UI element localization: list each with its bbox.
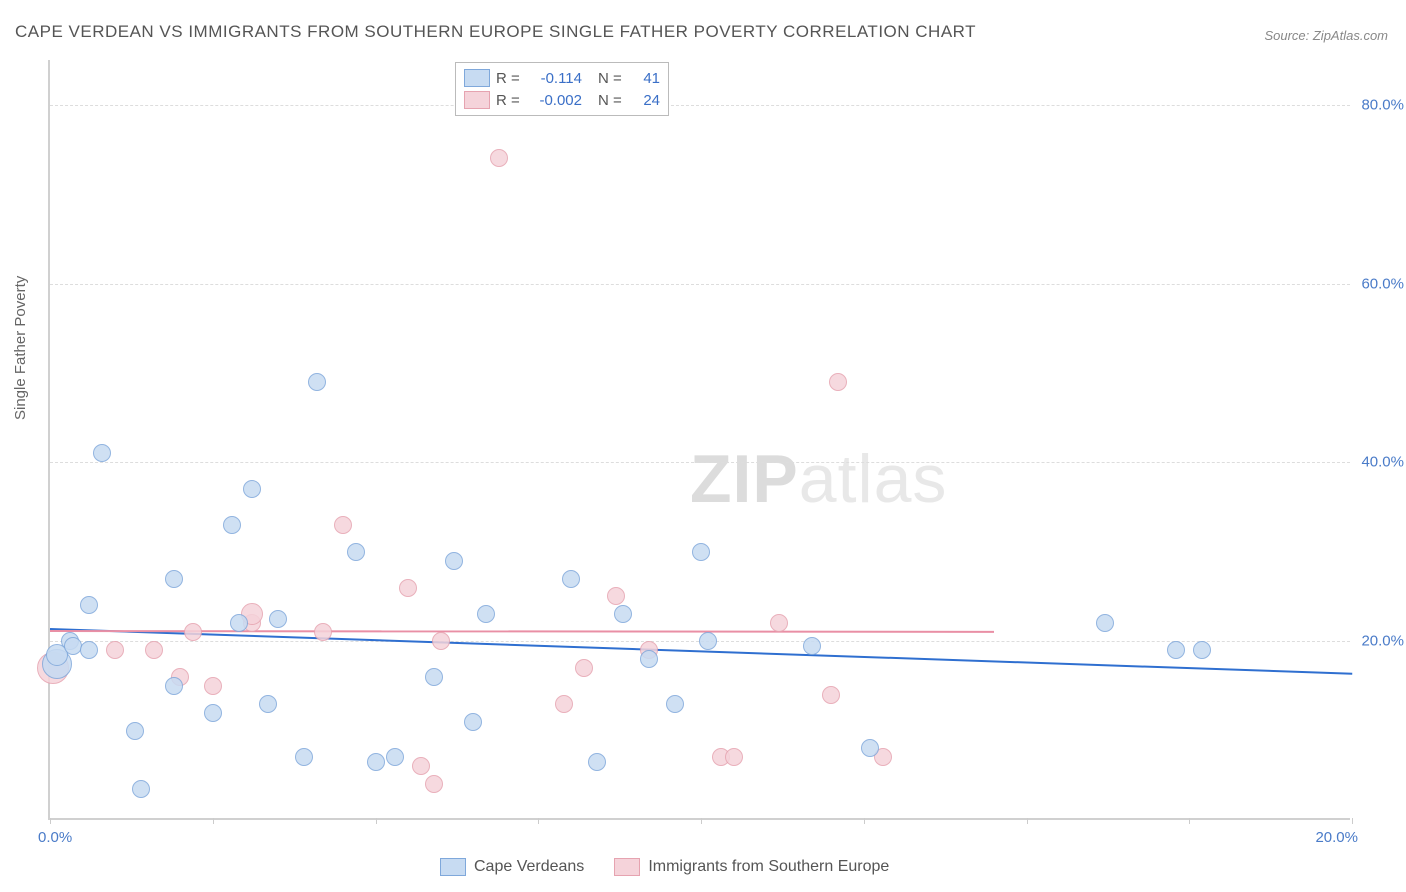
- data-point-b: [106, 641, 124, 659]
- y-axis-label: Single Father Poverty: [12, 276, 29, 420]
- legend-label: Immigrants from Southern Europe: [648, 858, 889, 876]
- data-point-b: [725, 748, 743, 766]
- data-point-a: [367, 753, 385, 771]
- y-tick-label: 60.0%: [1361, 275, 1404, 292]
- data-point-a: [347, 543, 365, 561]
- gridline: [50, 284, 1350, 285]
- data-point-a: [230, 614, 248, 632]
- legend: Cape Verdeans Immigrants from Southern Eu…: [440, 858, 889, 876]
- data-point-b: [607, 587, 625, 605]
- data-point-b: [575, 659, 593, 677]
- stat-r-value: -0.002: [530, 92, 582, 109]
- stat-r-label: R =: [496, 70, 524, 87]
- data-point-b: [204, 677, 222, 695]
- x-minor-tick: [701, 818, 702, 824]
- stat-n-label: N =: [598, 70, 626, 87]
- x-minor-tick: [538, 818, 539, 824]
- data-point-a: [259, 695, 277, 713]
- gridline: [50, 105, 1350, 106]
- data-point-a: [126, 722, 144, 740]
- legend-swatch: [464, 69, 490, 87]
- data-point-a: [640, 650, 658, 668]
- stat-n-value: 24: [632, 92, 660, 109]
- data-point-b: [145, 641, 163, 659]
- stats-row: R = -0.114 N = 41: [464, 67, 660, 89]
- chart-title: CAPE VERDEAN VS IMMIGRANTS FROM SOUTHERN…: [15, 22, 976, 42]
- data-point-b: [314, 623, 332, 641]
- data-point-a: [308, 373, 326, 391]
- y-tick-label: 40.0%: [1361, 454, 1404, 471]
- source-attribution: Source: ZipAtlas.com: [1264, 28, 1388, 43]
- x-tick-min: 0.0%: [38, 829, 72, 846]
- data-point-a: [269, 610, 287, 628]
- x-minor-tick: [50, 818, 51, 824]
- data-point-a: [464, 713, 482, 731]
- watermark-bold: ZIP: [690, 441, 799, 517]
- data-point-a: [223, 516, 241, 534]
- legend-item: Immigrants from Southern Europe: [614, 858, 889, 876]
- correlation-stats-box: R = -0.114 N = 41 R = -0.002 N = 24: [455, 62, 669, 116]
- data-point-a: [445, 552, 463, 570]
- legend-swatch: [614, 858, 640, 876]
- data-point-b: [822, 686, 840, 704]
- chart-plot-area: ZIPatlas 0.0% 20.0% 20.0%40.0%60.0%80.0%: [48, 60, 1350, 820]
- data-point-a: [132, 780, 150, 798]
- legend-label: Cape Verdeans: [474, 858, 584, 876]
- data-point-a: [80, 641, 98, 659]
- data-point-a: [64, 637, 82, 655]
- data-point-b: [412, 757, 430, 775]
- watermark: ZIPatlas: [690, 440, 947, 518]
- legend-item: Cape Verdeans: [440, 858, 584, 876]
- data-point-a: [165, 570, 183, 588]
- data-point-a: [861, 739, 879, 757]
- data-point-a: [666, 695, 684, 713]
- data-point-a: [425, 668, 443, 686]
- y-tick-label: 80.0%: [1361, 96, 1404, 113]
- x-minor-tick: [1189, 818, 1190, 824]
- data-point-a: [477, 605, 495, 623]
- data-point-a: [562, 570, 580, 588]
- stat-n-label: N =: [598, 92, 626, 109]
- x-minor-tick: [376, 818, 377, 824]
- x-minor-tick: [1027, 818, 1028, 824]
- data-point-a: [588, 753, 606, 771]
- data-point-b: [555, 695, 573, 713]
- data-point-a: [204, 704, 222, 722]
- data-point-b: [770, 614, 788, 632]
- data-point-a: [1193, 641, 1211, 659]
- data-point-b: [432, 632, 450, 650]
- data-point-a: [1096, 614, 1114, 632]
- stats-row: R = -0.002 N = 24: [464, 89, 660, 111]
- x-minor-tick: [1352, 818, 1353, 824]
- data-point-a: [295, 748, 313, 766]
- watermark-light: atlas: [799, 441, 948, 517]
- data-point-b: [184, 623, 202, 641]
- data-point-b: [425, 775, 443, 793]
- stat-r-label: R =: [496, 92, 524, 109]
- data-point-a: [1167, 641, 1185, 659]
- data-point-a: [80, 596, 98, 614]
- data-point-b: [399, 579, 417, 597]
- data-point-a: [614, 605, 632, 623]
- data-point-b: [334, 516, 352, 534]
- data-point-a: [165, 677, 183, 695]
- data-point-a: [692, 543, 710, 561]
- stat-n-value: 41: [632, 70, 660, 87]
- data-point-a: [386, 748, 404, 766]
- data-point-b: [490, 149, 508, 167]
- x-minor-tick: [864, 818, 865, 824]
- data-point-b: [829, 373, 847, 391]
- x-minor-tick: [213, 818, 214, 824]
- data-point-a: [699, 632, 717, 650]
- data-point-a: [93, 444, 111, 462]
- data-point-a: [803, 637, 821, 655]
- stat-r-value: -0.114: [530, 70, 582, 87]
- legend-swatch: [440, 858, 466, 876]
- legend-swatch: [464, 91, 490, 109]
- y-tick-label: 20.0%: [1361, 633, 1404, 650]
- data-point-a: [243, 480, 261, 498]
- gridline: [50, 462, 1350, 463]
- x-tick-max: 20.0%: [1315, 829, 1358, 846]
